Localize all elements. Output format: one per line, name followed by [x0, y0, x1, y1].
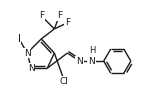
Text: N: N — [24, 49, 30, 58]
Text: F: F — [39, 11, 44, 20]
Text: N: N — [76, 57, 83, 66]
Text: F: F — [57, 11, 62, 20]
Text: F: F — [65, 18, 70, 27]
Text: N: N — [28, 64, 34, 73]
Text: Cl: Cl — [60, 77, 69, 86]
Text: H: H — [89, 45, 95, 55]
Text: I: I — [18, 34, 21, 44]
Text: N: N — [88, 57, 95, 66]
